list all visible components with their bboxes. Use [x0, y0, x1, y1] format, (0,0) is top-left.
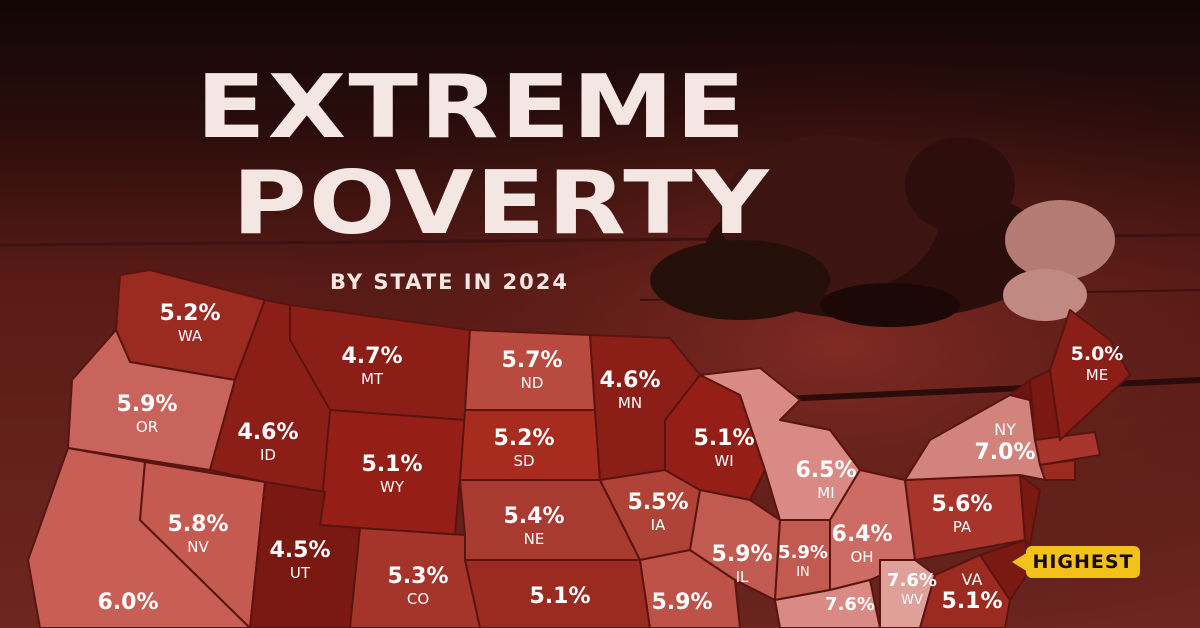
- abbr: WV: [901, 593, 923, 608]
- value: 6.5%: [795, 458, 857, 483]
- label-NY: NY 7.0%: [974, 422, 1035, 464]
- abbr: IN: [796, 565, 810, 580]
- abbr: MN: [617, 394, 643, 412]
- abbr: ME: [1085, 366, 1109, 384]
- value: 5.0%: [1070, 343, 1124, 365]
- label-WI: 5.1% WI: [693, 428, 754, 469]
- label-MT: 4.7% MT: [341, 346, 402, 387]
- title-line-2: POVERTY: [232, 152, 771, 255]
- abbr: WI: [714, 452, 734, 470]
- state-CO: [349, 527, 481, 628]
- label-KY: 7.6%: [825, 596, 875, 614]
- label-CO: 5.3% CO: [387, 566, 448, 607]
- highest-badge: HIGHEST: [1012, 546, 1140, 578]
- value: 5.1%: [361, 452, 423, 477]
- subtitle: BY STATE IN 2024: [330, 270, 569, 294]
- abbr: IL: [735, 568, 749, 586]
- value: 5.9%: [651, 590, 713, 615]
- label-IA: 5.5% IA: [627, 492, 688, 533]
- badge-body: [1026, 546, 1140, 578]
- value: 5.7%: [501, 348, 563, 373]
- value: 7.0%: [974, 440, 1036, 465]
- state-KS: [464, 559, 651, 628]
- abbr: PA: [952, 518, 972, 536]
- abbr: VA: [961, 570, 983, 589]
- value: 5.2%: [159, 301, 221, 326]
- label-VA: VA 5.1%: [941, 572, 1002, 613]
- label-OR: 5.9% OR: [116, 394, 177, 435]
- label-OH: 6.4% OH: [831, 524, 892, 565]
- title-line-1: EXTREME: [196, 56, 748, 159]
- label-IL: 5.9% IL: [711, 544, 772, 585]
- abbr: OH: [850, 548, 874, 566]
- label-PA: 5.6% PA: [931, 494, 992, 535]
- state-KY: [774, 579, 881, 628]
- label-ND: 5.7% ND: [501, 350, 562, 391]
- value: 5.5%: [627, 490, 689, 515]
- state-NJ: [1019, 474, 1041, 546]
- label-NE: 5.4% NE: [503, 506, 564, 547]
- value: 5.8%: [167, 512, 229, 537]
- person-silhouette: [650, 135, 1115, 327]
- label-CA: 6.0%: [97, 592, 158, 614]
- label-ME: 5.0% ME: [1071, 345, 1124, 383]
- abbr: MT: [360, 370, 384, 388]
- abbr: ID: [260, 446, 276, 464]
- abbr: MI: [817, 484, 835, 502]
- state-ME: [1049, 309, 1131, 441]
- value: 4.5%: [269, 538, 331, 563]
- value: 7.6%: [887, 570, 937, 591]
- badge-pointer: [1012, 552, 1028, 572]
- value: 4.6%: [237, 420, 299, 445]
- badge-label: HIGHEST: [1032, 551, 1134, 573]
- label-WY: 5.1% WY: [361, 454, 422, 495]
- abbr: UT: [289, 564, 311, 582]
- state-MO: [639, 549, 741, 628]
- abbr: ND: [520, 374, 544, 392]
- abbr: NV: [187, 538, 209, 556]
- value: 6.0%: [97, 590, 159, 615]
- state-NV: [139, 461, 266, 628]
- label-KS: 5.1%: [529, 586, 590, 608]
- abbr: CO: [406, 590, 430, 608]
- abbr: OR: [135, 418, 159, 436]
- abbr: NE: [523, 530, 545, 548]
- value: 5.9%: [778, 542, 828, 563]
- label-UT: 4.5% UT: [269, 540, 330, 581]
- label-MI: 6.5% MI: [795, 460, 856, 501]
- value: 6.4%: [831, 522, 893, 547]
- value: 5.9%: [711, 542, 773, 567]
- value: 5.2%: [493, 426, 555, 451]
- abbr: WY: [379, 478, 404, 496]
- value: 5.6%: [931, 492, 993, 517]
- abbr: WA: [177, 327, 203, 345]
- value: 5.1%: [693, 426, 755, 451]
- value: 7.6%: [825, 594, 875, 615]
- value: 5.9%: [116, 392, 178, 417]
- value: 5.4%: [503, 504, 565, 529]
- label-SD: 5.2% SD: [493, 428, 554, 469]
- value: 4.6%: [599, 368, 661, 393]
- abbr: SD: [513, 452, 535, 470]
- label-MN: 4.6% MN: [599, 370, 660, 411]
- value: 5.3%: [387, 564, 449, 589]
- state-MA: [1034, 431, 1101, 466]
- label-ID: 4.6% ID: [237, 422, 298, 463]
- label-WA: 5.2% WA: [159, 303, 220, 344]
- value: 5.1%: [941, 589, 1003, 614]
- label-MO: 5.9%: [651, 592, 712, 614]
- value: 5.1%: [529, 584, 591, 609]
- label-WV: 7.6% WV: [887, 570, 937, 608]
- state-CT: [1039, 459, 1076, 481]
- label-NV: 5.8% NV: [167, 514, 228, 555]
- label-IN: 5.9% IN: [778, 542, 828, 580]
- abbr: IA: [650, 516, 666, 534]
- abbr: NY: [994, 420, 1016, 439]
- value: 4.7%: [341, 344, 403, 369]
